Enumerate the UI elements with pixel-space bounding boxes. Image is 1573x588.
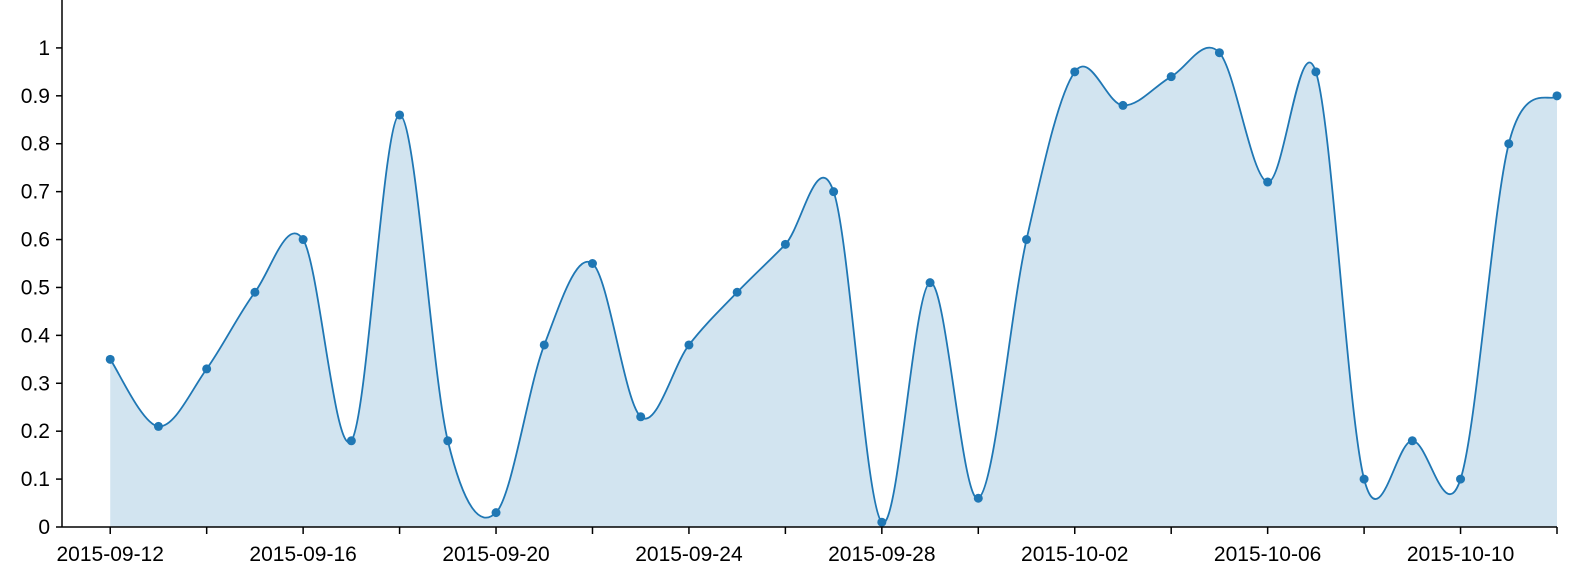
x-tick-label: 2015-09-16 bbox=[249, 543, 356, 566]
data-point-2015-10-06 bbox=[1263, 177, 1273, 187]
data-point-2015-10-01 bbox=[1022, 235, 1032, 245]
data-point-2015-10-09 bbox=[1407, 436, 1417, 446]
data-point-2015-10-05 bbox=[1214, 48, 1224, 58]
data-point-2015-10-04 bbox=[1166, 72, 1176, 82]
data-point-2015-10-10 bbox=[1456, 474, 1466, 484]
x-axis: 2015-09-12 2015-09-16 2015-09-20 2015-09-24… bbox=[57, 526, 1558, 566]
data-point-2015-10-03 bbox=[1118, 100, 1128, 110]
data-point-2015-09-12 bbox=[105, 354, 115, 364]
y-axis: 0 0.1 0.2 0.3 0.4 0.5 0.6 0.7 0.8 0.9 1 bbox=[21, 0, 63, 539]
x-tick-label: 2015-09-24 bbox=[635, 543, 743, 566]
y-tick-label: 0.7 bbox=[21, 181, 50, 204]
data-point-2015-10-12 bbox=[1552, 91, 1562, 101]
y-tick-label: 0.6 bbox=[21, 229, 50, 252]
series-line bbox=[109, 46, 1558, 524]
data-point-2015-09-18 bbox=[395, 110, 405, 120]
data-point-2015-10-11 bbox=[1504, 139, 1514, 149]
data-point-2015-09-28 bbox=[877, 517, 887, 527]
y-tick-label: 1 bbox=[38, 37, 50, 60]
data-point-2015-09-27 bbox=[829, 187, 839, 197]
y-tick-label: 0.9 bbox=[21, 85, 50, 108]
plot-area bbox=[105, 46, 1562, 527]
data-point-2015-09-19 bbox=[443, 436, 453, 446]
data-point-2015-09-16 bbox=[298, 235, 308, 245]
data-point-2015-10-08 bbox=[1359, 474, 1369, 484]
y-tick-label: 0.5 bbox=[21, 276, 50, 299]
y-tick-label: 0.3 bbox=[21, 372, 50, 395]
data-point-2015-10-07 bbox=[1311, 67, 1321, 77]
data-point-2015-09-17 bbox=[346, 436, 356, 446]
data-point-2015-09-23 bbox=[636, 412, 646, 422]
data-point-2015-09-21 bbox=[539, 340, 549, 350]
data-point-2015-09-26 bbox=[780, 239, 790, 249]
data-point-2015-09-24 bbox=[684, 340, 694, 350]
x-tick-label: 2015-09-20 bbox=[442, 543, 549, 566]
x-tick-label: 2015-10-06 bbox=[1214, 543, 1321, 566]
y-tick-label: 0.1 bbox=[21, 468, 50, 491]
y-tick-label: 0.2 bbox=[21, 420, 50, 443]
y-tick-label: 0.4 bbox=[21, 324, 51, 347]
y-tick-label: 0 bbox=[38, 516, 50, 539]
data-point-2015-10-02 bbox=[1070, 67, 1080, 77]
data-points bbox=[105, 48, 1562, 527]
series-area bbox=[110, 47, 1558, 527]
data-point-2015-09-22 bbox=[587, 259, 597, 268]
x-tick-label: 2015-09-12 bbox=[57, 543, 164, 566]
data-point-2015-09-14 bbox=[202, 364, 212, 374]
data-point-2015-09-13 bbox=[153, 421, 163, 431]
x-tick-label: 2015-09-28 bbox=[828, 543, 935, 566]
data-point-2015-09-25 bbox=[732, 287, 742, 297]
x-tick-label: 2015-10-02 bbox=[1021, 543, 1128, 566]
y-tick-label: 0.8 bbox=[21, 133, 50, 156]
data-point-2015-09-29 bbox=[925, 278, 935, 288]
data-point-2015-09-30 bbox=[973, 493, 983, 503]
data-point-2015-09-20 bbox=[491, 508, 501, 518]
data-point-2015-09-15 bbox=[250, 287, 260, 297]
x-tick-label: 2015-10-10 bbox=[1407, 543, 1514, 566]
